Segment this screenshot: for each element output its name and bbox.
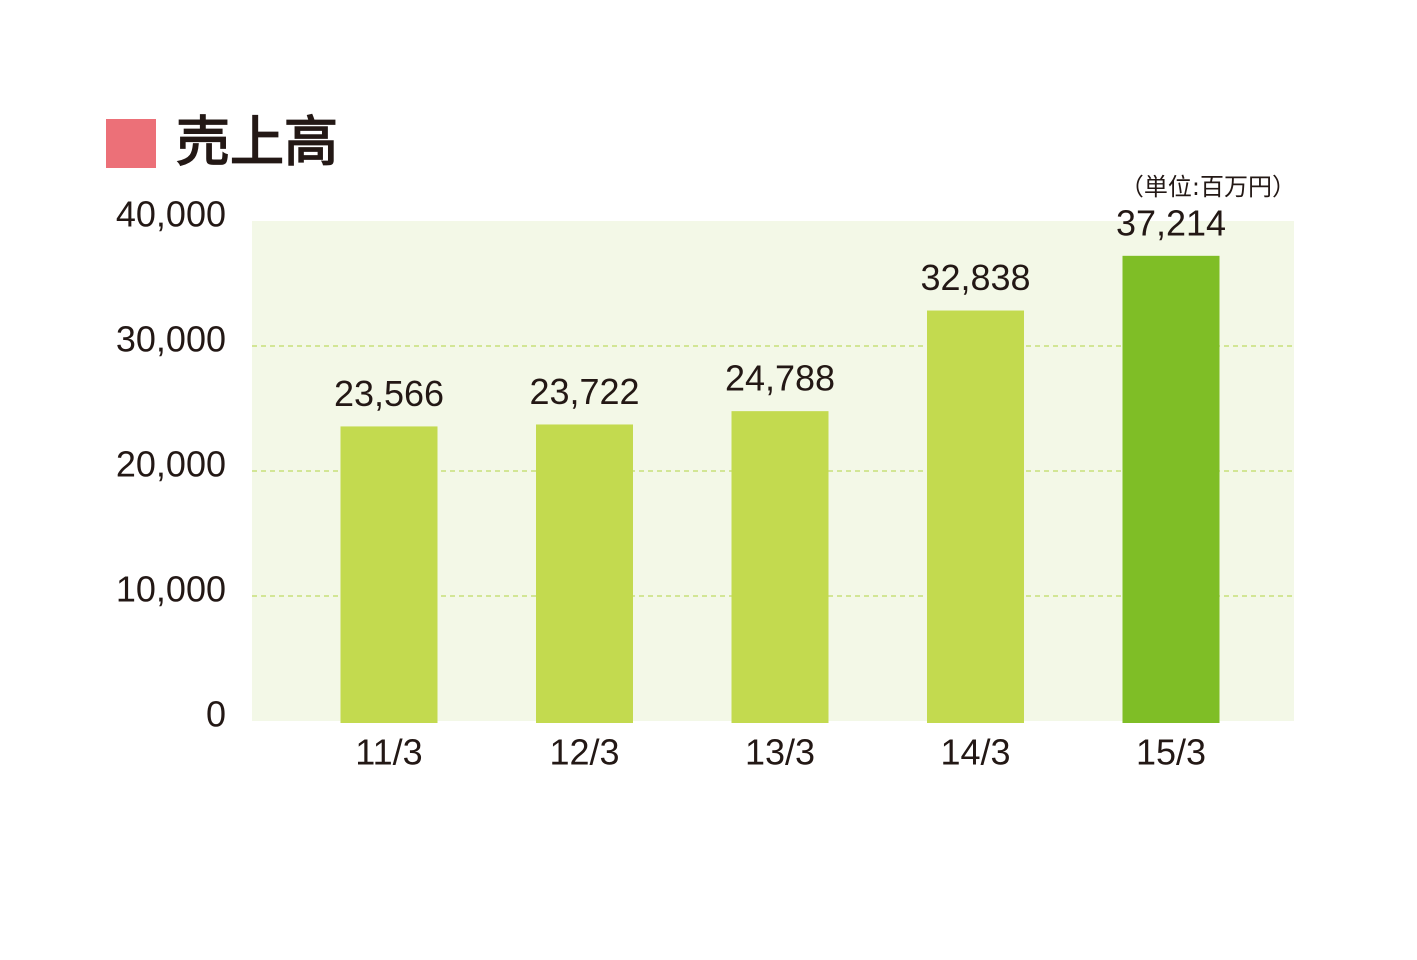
y-tick-label: 30,000	[116, 319, 226, 360]
y-tick-label: 20,000	[116, 444, 226, 485]
value-label: 24,788	[725, 358, 835, 399]
bar	[1122, 255, 1220, 723]
x-tick-label: 11/3	[355, 732, 422, 773]
x-tick-label: 14/3	[940, 732, 1010, 773]
y-tick-label: 0	[206, 694, 226, 735]
unit-note: （単位:百万円）	[1120, 173, 1296, 201]
value-label: 32,838	[920, 257, 1030, 298]
value-label: 37,214	[1116, 202, 1226, 243]
bar	[927, 310, 1024, 723]
bar	[731, 411, 829, 723]
value-label: 23,722	[529, 371, 639, 412]
x-tick-label: 13/3	[745, 732, 815, 773]
chart-title: 売上高	[176, 111, 338, 174]
bar	[536, 424, 633, 723]
x-tick-label: 12/3	[549, 732, 619, 773]
y-tick-label: 40,000	[116, 194, 226, 235]
x-tick-label: 15/3	[1136, 732, 1206, 773]
bar	[340, 426, 438, 723]
y-tick-label: 10,000	[116, 569, 226, 610]
value-label: 23,566	[334, 373, 444, 414]
title-marker	[106, 119, 156, 168]
